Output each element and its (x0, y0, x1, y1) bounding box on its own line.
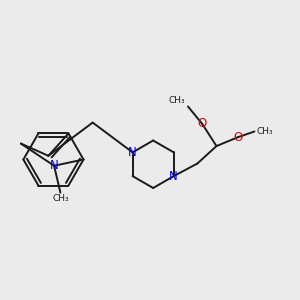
Text: O: O (233, 131, 243, 144)
Text: N: N (50, 159, 58, 172)
Text: CH₃: CH₃ (169, 96, 185, 105)
Text: CH₃: CH₃ (52, 194, 69, 203)
Text: N: N (128, 146, 137, 159)
Text: O: O (198, 117, 207, 130)
Text: N: N (169, 169, 178, 183)
Text: CH₃: CH₃ (256, 127, 273, 136)
